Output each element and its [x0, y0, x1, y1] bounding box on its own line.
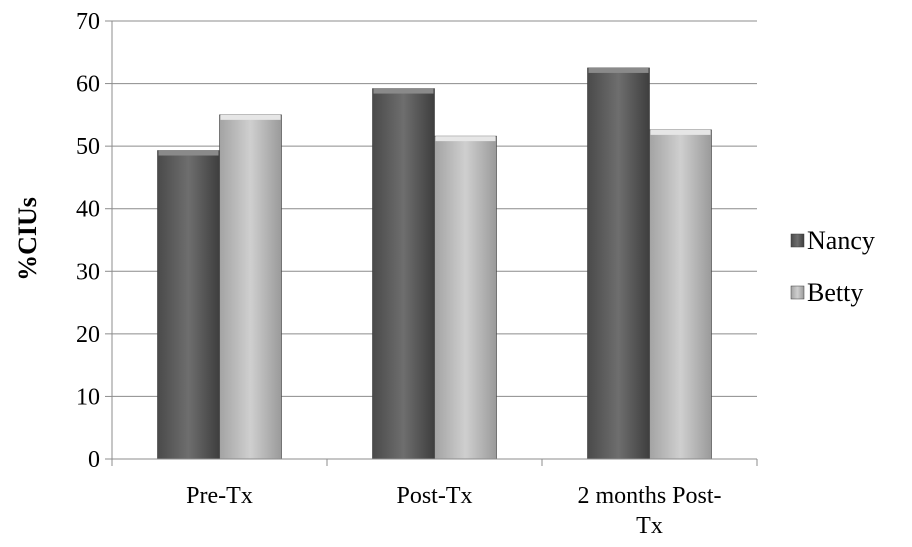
legend-label: Betty [807, 278, 863, 307]
bar-betty [434, 135, 497, 460]
bar-betty [219, 114, 282, 460]
bar-bevel [373, 88, 434, 94]
bar-bevel [650, 129, 711, 135]
y-tick-label: 40 [76, 197, 100, 223]
y-tick-label: 50 [76, 134, 100, 160]
bar-body [587, 67, 650, 460]
y-tick-label: 70 [76, 9, 100, 35]
x-tick-label: Pre-Tx [186, 483, 253, 509]
bar-nancy [157, 150, 220, 460]
bar-bevel [435, 136, 496, 142]
bar-body [219, 114, 282, 460]
bar-body [649, 129, 712, 460]
bars [157, 67, 712, 460]
bar-bevel [588, 67, 649, 73]
legend-swatch [790, 285, 805, 300]
bar-nancy [372, 88, 435, 460]
y-tick-label: 20 [76, 322, 100, 348]
legend-swatch [790, 233, 805, 248]
legend-label: Nancy [807, 226, 875, 255]
bar-bevel [220, 114, 281, 120]
legend-item-nancy: Nancy [790, 226, 875, 255]
bar-bevel [158, 150, 219, 156]
bar-betty [649, 129, 712, 460]
bar-body [157, 150, 220, 460]
x-tick-label: Post-Tx [396, 483, 472, 509]
y-tick-label: 60 [76, 72, 100, 98]
legend-item-betty: Betty [790, 278, 863, 307]
y-axis-label: %CIUs [13, 197, 42, 281]
bar-nancy [587, 67, 650, 460]
bar-body [372, 88, 435, 460]
x-tick-label: Tx [636, 513, 663, 539]
y-tick-label: 0 [88, 447, 100, 473]
y-tick-label: 10 [76, 384, 100, 410]
legend: Nancy Betty [790, 226, 875, 307]
axes: 0 10 20 30 40 50 60 70 Pre-Tx Post-Tx 2 months Pos… [76, 9, 758, 539]
bar-body [434, 135, 497, 460]
y-tick-label: 30 [76, 259, 100, 285]
x-tick-label: 2 months Post- [577, 483, 721, 509]
